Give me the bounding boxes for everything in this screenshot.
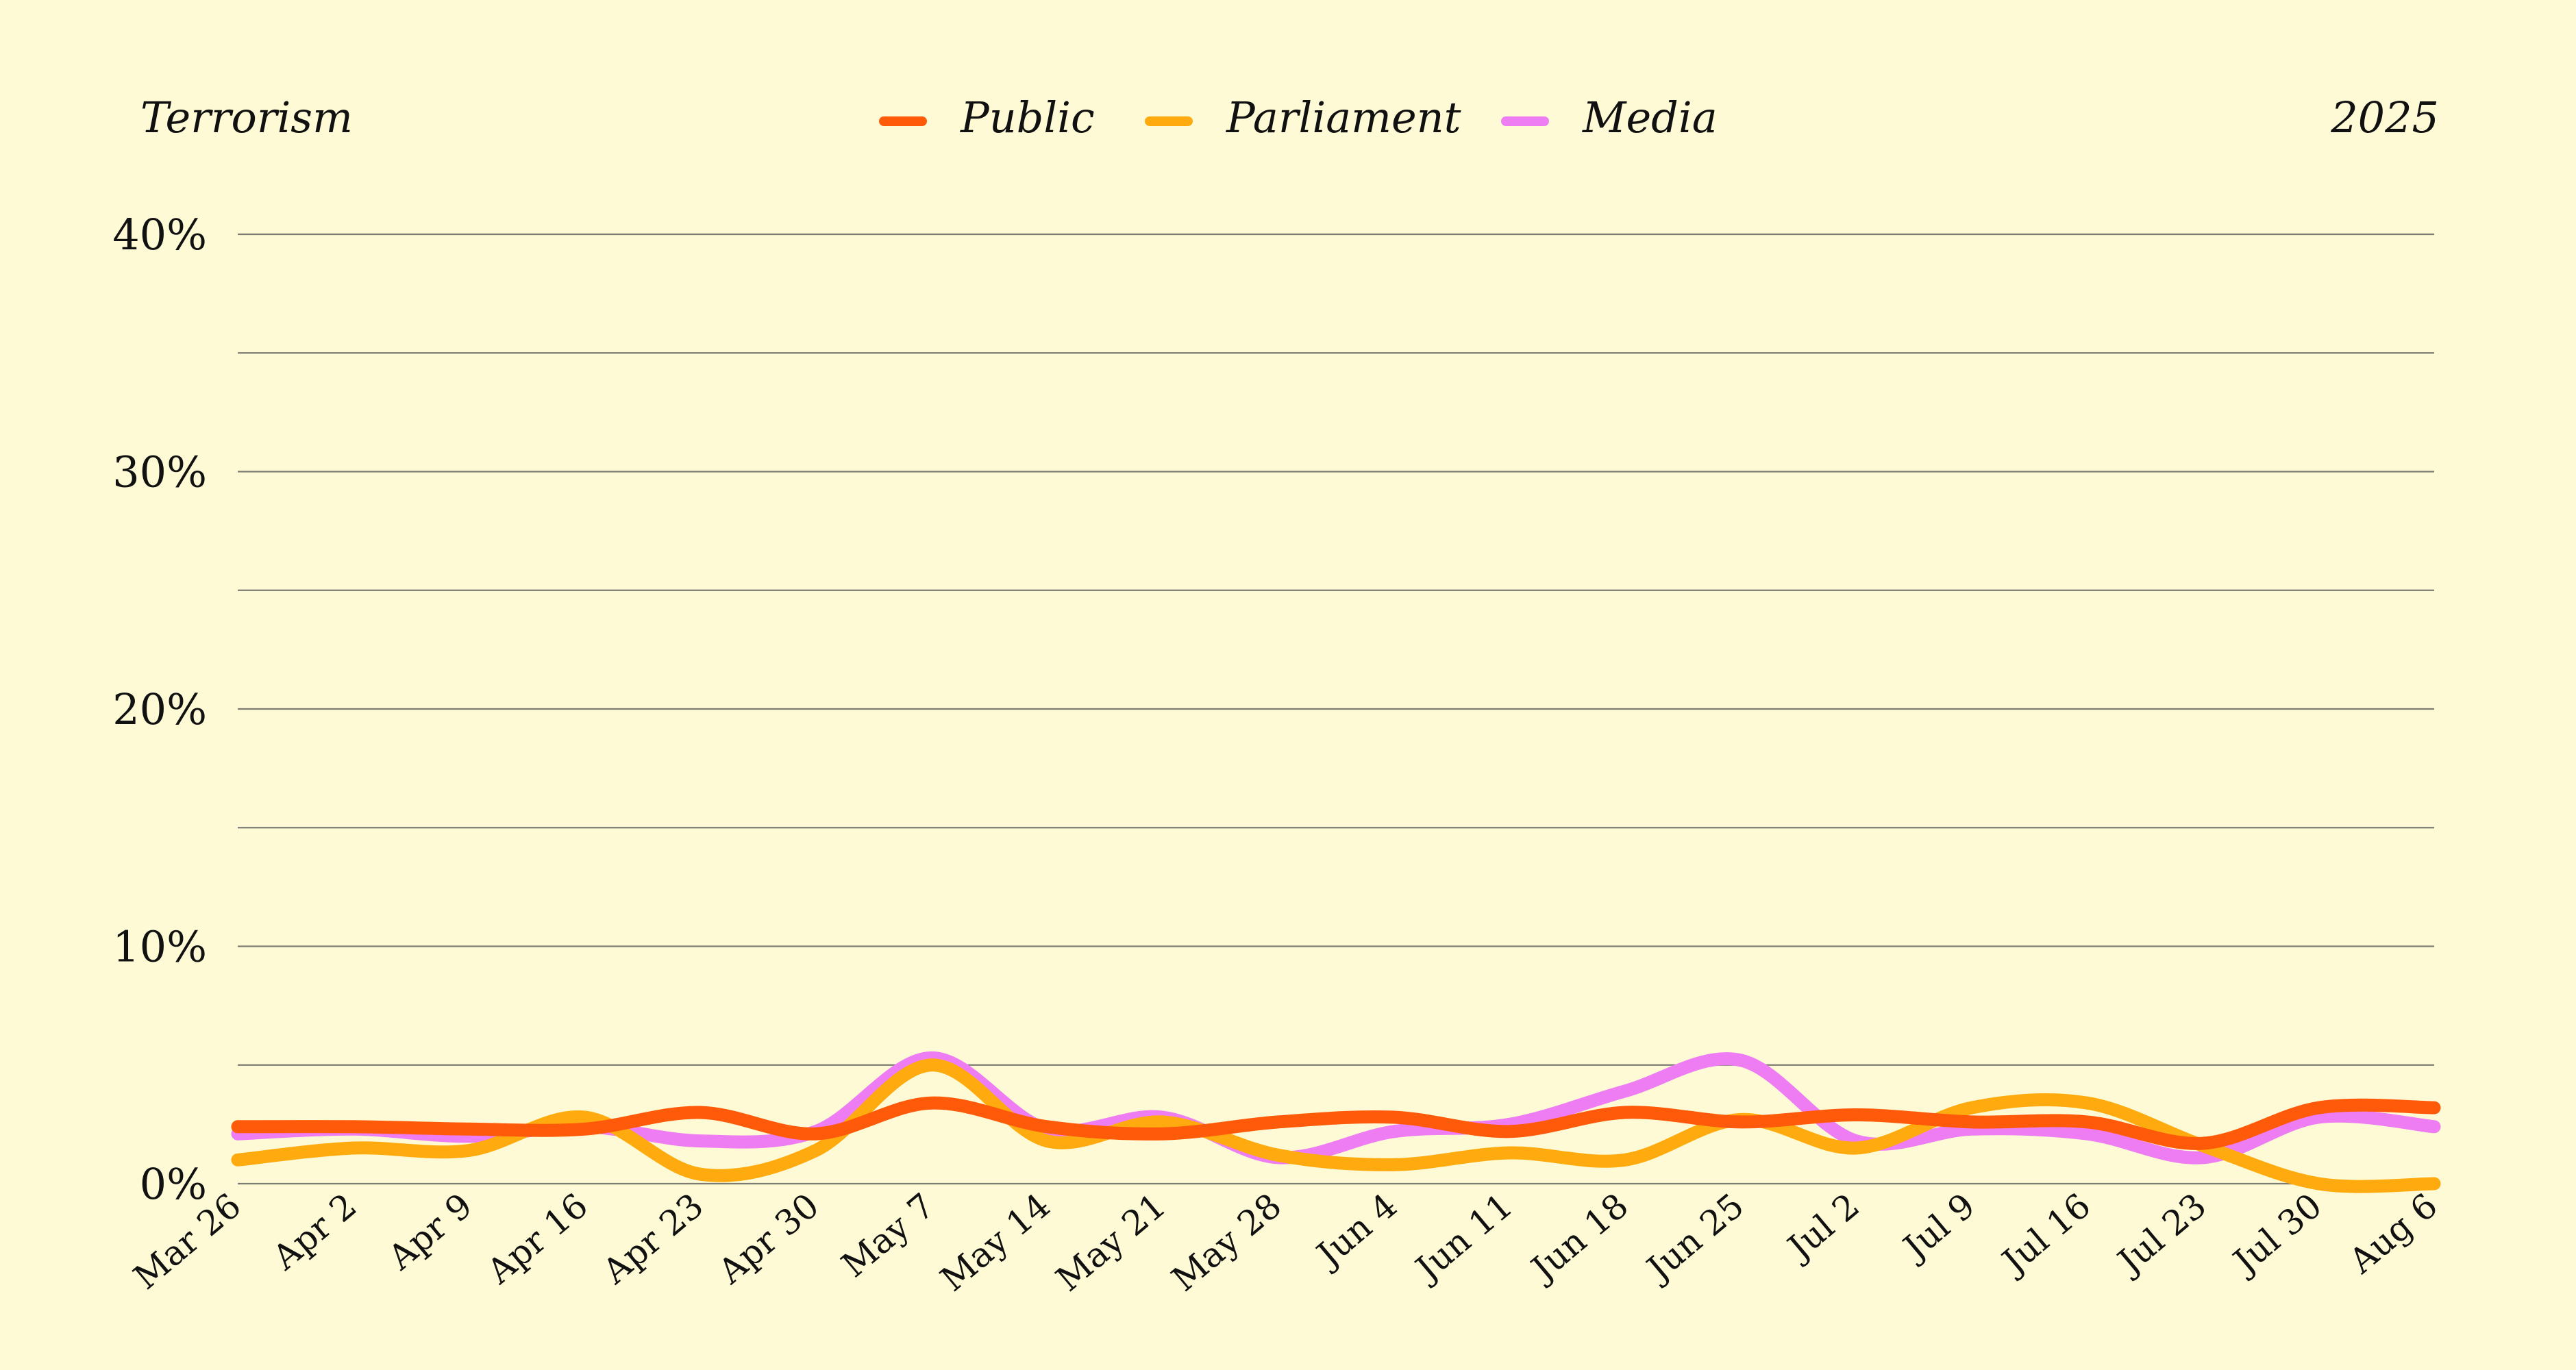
y-tick-label: 10%	[112, 922, 207, 972]
x-tick-label: May 21	[1049, 1186, 1174, 1299]
x-tick-label: Apr 23	[595, 1186, 710, 1292]
x-tick-label: Jul 2	[1778, 1186, 1867, 1269]
x-tick-label: May 14	[933, 1186, 1058, 1299]
x-tick-label: Jul 30	[2224, 1186, 2329, 1284]
x-tick-label: Jun 11	[1406, 1186, 1520, 1291]
x-tick-label: May 28	[1164, 1186, 1289, 1299]
x-tick-label: Jul 16	[1992, 1186, 2098, 1284]
y-tick-label: 0%	[140, 1159, 207, 1209]
x-tick-label: May 7	[834, 1186, 943, 1285]
x-axis: Mar 26 Apr 2 Apr 9 Apr 16 Apr 23 Apr 30 May 7M…	[126, 1186, 2445, 1299]
x-tick-label: Jun 18	[1522, 1186, 1636, 1291]
x-tick-label: Apr 9	[380, 1186, 480, 1278]
x-tick-label: Jul 9	[1894, 1186, 1983, 1269]
x-tick-label: Aug 6	[2341, 1186, 2444, 1282]
y-axis: 0% 10% 20% 30% 40%	[112, 210, 207, 1209]
legend-label-parliament: Parliament	[1226, 92, 1461, 142]
x-tick-label: Jul 23	[2108, 1186, 2214, 1284]
x-tick-label: Apr 30	[710, 1186, 826, 1292]
y-tick-label: 30%	[112, 447, 207, 497]
gridlines	[238, 233, 2434, 1185]
y-tick-label: 20%	[112, 684, 207, 734]
legend-label-media: Media	[1582, 92, 1718, 142]
year-label: 2025	[2330, 92, 2439, 142]
x-tick-label: Jun 25	[1637, 1186, 1752, 1291]
x-tick-label: Apr 16	[479, 1186, 595, 1292]
legend: Public Parliament Media	[879, 92, 1718, 142]
x-tick-label: Jun 4	[1307, 1186, 1404, 1277]
y-tick-label: 40%	[112, 210, 207, 260]
x-tick-label: Apr 2	[264, 1186, 364, 1278]
chart-title: Terrorism	[140, 92, 353, 142]
legend-label-public: Public	[960, 92, 1095, 142]
series-line-public	[231, 1096, 2441, 1150]
series-lines	[231, 1051, 2441, 1193]
